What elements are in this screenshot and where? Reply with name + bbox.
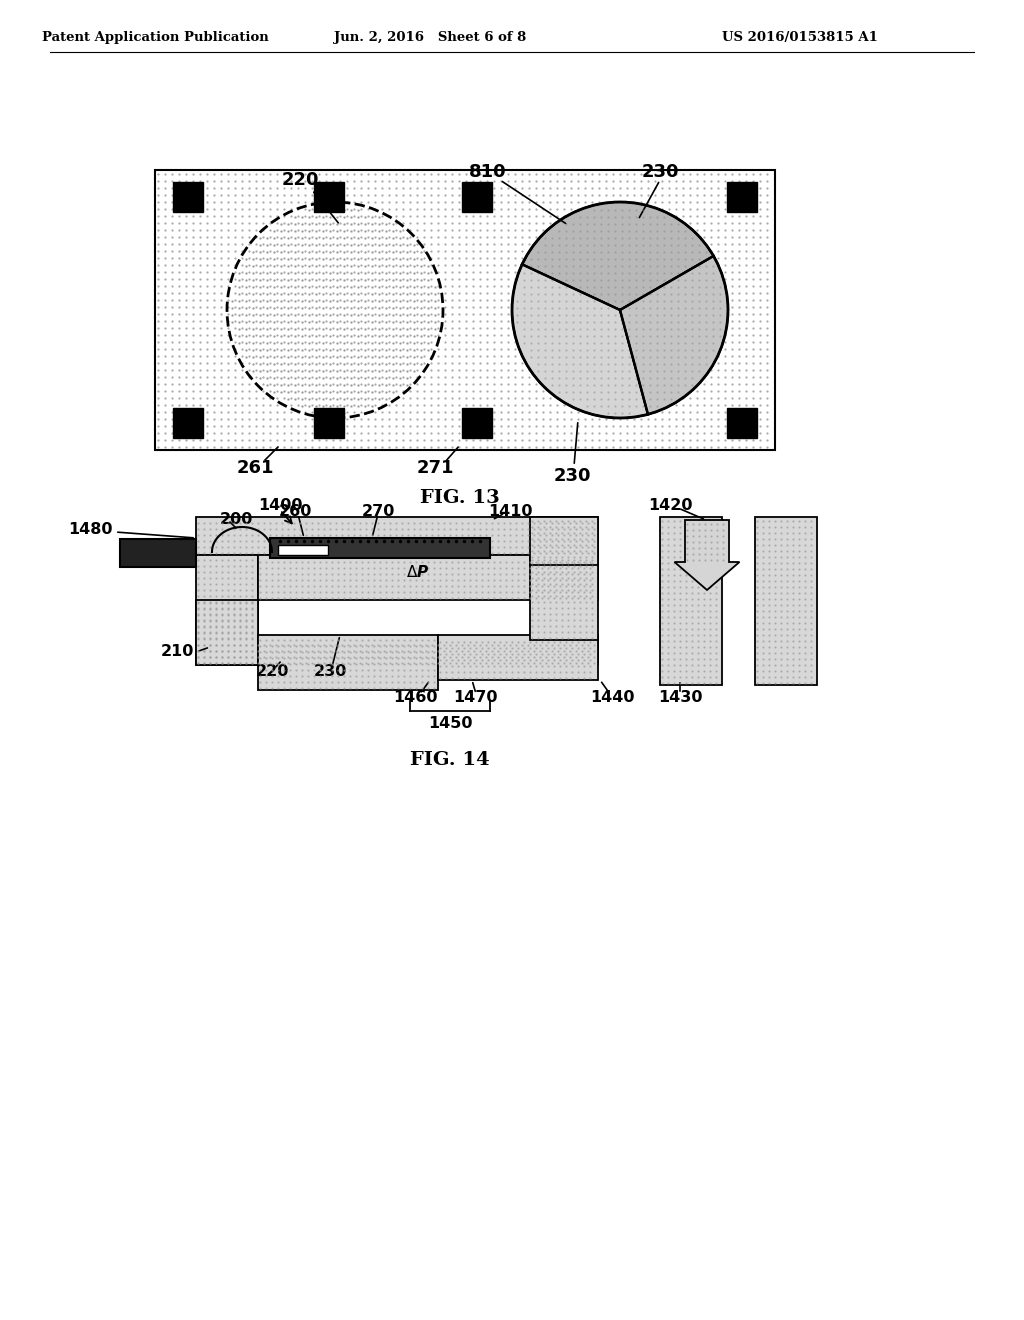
Text: 271: 271 bbox=[416, 459, 454, 477]
Text: 810: 810 bbox=[469, 162, 507, 181]
Bar bbox=[120, 539, 196, 568]
Bar bbox=[438, 635, 598, 680]
Bar bbox=[173, 182, 203, 213]
Text: 260: 260 bbox=[279, 504, 311, 520]
Bar bbox=[530, 517, 598, 565]
Bar bbox=[258, 635, 438, 690]
Text: 220: 220 bbox=[255, 664, 289, 680]
Text: FIG. 14: FIG. 14 bbox=[411, 751, 489, 770]
Text: 230: 230 bbox=[313, 664, 347, 680]
Bar bbox=[155, 170, 775, 450]
Text: Patent Application Publication: Patent Application Publication bbox=[42, 30, 268, 44]
Bar bbox=[530, 554, 598, 640]
Bar bbox=[727, 408, 757, 438]
Bar bbox=[755, 517, 817, 685]
Bar bbox=[463, 182, 493, 213]
Bar bbox=[196, 638, 598, 665]
Text: 200: 200 bbox=[220, 512, 253, 528]
Bar bbox=[463, 408, 493, 438]
Text: 261: 261 bbox=[237, 459, 273, 477]
Text: US 2016/0153815 A1: US 2016/0153815 A1 bbox=[722, 30, 878, 44]
Bar bbox=[258, 554, 598, 601]
Bar bbox=[173, 408, 203, 438]
Bar bbox=[727, 182, 757, 213]
Text: 1440: 1440 bbox=[590, 690, 634, 705]
Text: 230: 230 bbox=[553, 467, 591, 484]
Bar bbox=[270, 539, 490, 558]
Text: 230: 230 bbox=[641, 162, 679, 181]
Bar bbox=[313, 182, 344, 213]
Text: 220: 220 bbox=[282, 172, 318, 189]
Text: 210: 210 bbox=[161, 644, 194, 660]
Bar bbox=[196, 601, 258, 665]
Bar bbox=[278, 545, 328, 554]
Bar bbox=[313, 408, 344, 438]
Text: $\Delta$P: $\Delta$P bbox=[407, 564, 430, 579]
Text: 1410: 1410 bbox=[487, 504, 532, 520]
Wedge shape bbox=[512, 264, 648, 418]
Wedge shape bbox=[620, 256, 728, 414]
FancyArrow shape bbox=[675, 520, 739, 590]
Text: Jun. 2, 2016   Sheet 6 of 8: Jun. 2, 2016 Sheet 6 of 8 bbox=[334, 30, 526, 44]
Bar bbox=[660, 517, 722, 685]
Text: 1400: 1400 bbox=[258, 498, 302, 512]
Text: 1430: 1430 bbox=[657, 690, 702, 705]
Text: 1450: 1450 bbox=[428, 715, 472, 730]
Text: 1420: 1420 bbox=[648, 498, 692, 512]
Text: 1480: 1480 bbox=[69, 523, 113, 537]
Text: FIG. 13: FIG. 13 bbox=[420, 488, 500, 507]
Wedge shape bbox=[522, 202, 714, 310]
Bar bbox=[196, 517, 598, 554]
Text: 270: 270 bbox=[361, 504, 394, 520]
Text: 1470: 1470 bbox=[453, 690, 498, 705]
Bar bbox=[196, 554, 258, 640]
Text: 1460: 1460 bbox=[393, 690, 437, 705]
